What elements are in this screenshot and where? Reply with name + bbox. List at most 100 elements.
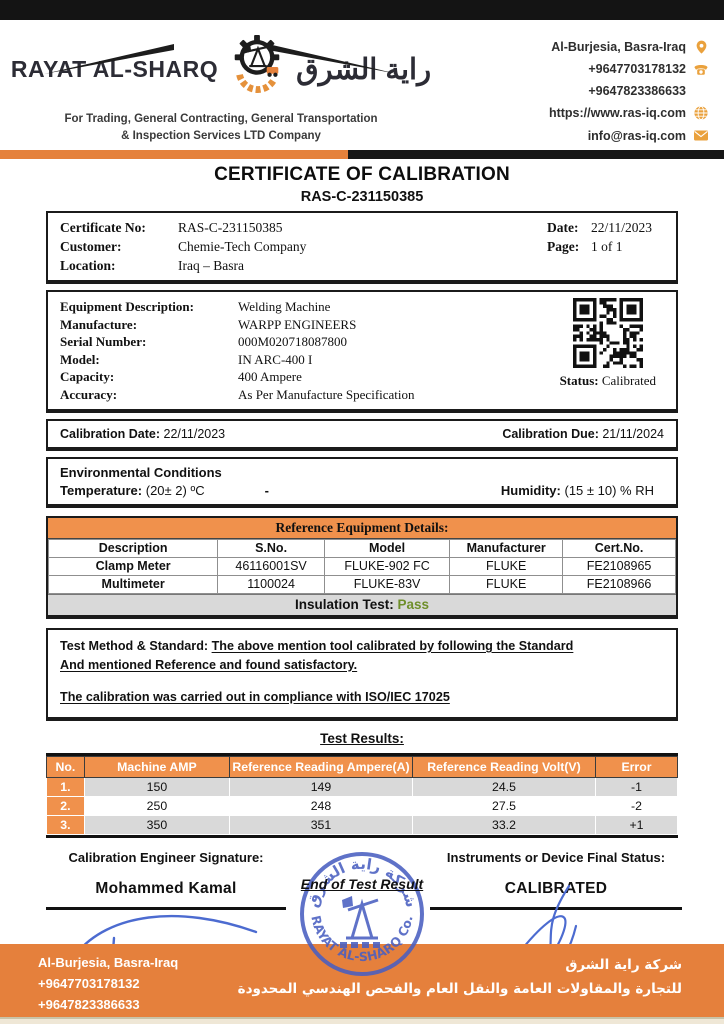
reference-table-header-row: Description S.No. Model Manufacturer Cer… <box>47 538 676 558</box>
contact-email[interactable]: info@ras-iq.com <box>587 128 686 143</box>
table-row: Clamp Meter 46116001SV FLUKE-902 FC FLUK… <box>47 556 676 576</box>
divider-orange-segment <box>0 150 348 159</box>
certificate-title: CERTIFICATE OF CALIBRATION <box>214 164 510 185</box>
ref-cell: Clamp Meter <box>47 556 219 576</box>
contact-website[interactable]: https://www.ras-iq.com <box>548 106 686 121</box>
humidity-value: (15 ± 10) % RH <box>564 482 655 498</box>
method-underlined-1: The above mention tool calibrated by fol… <box>211 638 574 653</box>
title-block: CERTIFICATE OF CALIBRATION RAS-C-2311503… <box>0 164 724 205</box>
equip-model-label: Model: <box>60 351 100 367</box>
test-method-box: Test Method & Standard: The above mentio… <box>46 627 678 721</box>
ref-cell: Multimeter <box>47 574 219 594</box>
ref-cell: FE2108966 <box>562 574 676 594</box>
footer-company-arabic: شركة راية الشرق للتجارة والمقاولات العام… <box>238 953 682 1024</box>
certificate-number: RAS-C-231150385 <box>300 189 424 205</box>
engineer-signature-block: Calibration Engineer Signature: Mohammed… <box>46 850 286 910</box>
table-row: 2. 250 248 27.5 -2 <box>46 795 679 816</box>
test-header-machine-amp: Machine AMP <box>83 755 230 778</box>
test-header-ref-volt: Reference Reading Volt(V) <box>411 755 596 778</box>
contact-address-row: Al-Burjesia, Basra-Iraq <box>551 38 710 56</box>
header: RAYAT AL-SHARQ <box>0 20 724 150</box>
contact-phone1-row: +9647703178132 <box>588 60 710 78</box>
equip-serial-label: Serial Number: <box>60 334 147 350</box>
empty-icon-slot <box>692 83 710 99</box>
ref-cell: FLUKE <box>449 574 564 594</box>
test-cell-no: 3. <box>46 814 85 835</box>
test-cell: 248 <box>228 795 413 816</box>
test-header-ref-ampere: Reference Reading Ampere(A) <box>228 755 413 778</box>
reference-equipment-table: Description S.No. Model Manufacturer Cer… <box>47 538 676 594</box>
test-cell: 24.5 <box>411 776 596 797</box>
final-status-value: CALIBRATED <box>504 879 608 897</box>
test-table-header-row: No. Machine AMP Reference Reading Ampere… <box>46 755 679 778</box>
equip-capacity-value: 400 Ampere <box>238 369 302 385</box>
test-cell: -1 <box>594 776 679 797</box>
contact-phone2: +9647823386633 <box>588 84 686 99</box>
end-of-test-note: End of Test Result <box>300 875 424 892</box>
equip-accuracy-label: Accuracy: <box>60 386 118 402</box>
method-underlined-3: The calibration was carried out in compl… <box>60 689 450 704</box>
test-header-no: No. <box>46 755 85 778</box>
ref-cell: 46116001SV <box>217 556 325 576</box>
contact-phone2-row: +9647823386633 <box>588 82 710 100</box>
company-logo: RAYAT AL-SHARQ <box>6 24 436 150</box>
ref-header-model: Model <box>323 538 451 558</box>
test-cell-no: 1. <box>46 776 85 797</box>
method-line-3: The calibration was carried out in compl… <box>60 688 664 707</box>
brand-tagline: For Trading, General Contracting, Genera… <box>6 111 436 146</box>
calibration-due-label: Calibration Due: <box>502 426 599 441</box>
test-cell: +1 <box>594 814 679 835</box>
test-cell: 250 <box>83 795 230 816</box>
test-cell: -2 <box>594 795 679 816</box>
contact-address: Al-Burjesia, Basra-Iraq <box>551 40 686 54</box>
certificate-info-left: Certificate No: RAS-C-231150385 Customer:… <box>60 218 306 275</box>
location-label: Location: <box>60 258 116 274</box>
date-value: 22/11/2023 <box>590 220 652 235</box>
reference-equipment-box: Reference Equipment Details: Description… <box>46 515 678 619</box>
environmental-conditions-box: Environmental Conditions Temperature: (2… <box>46 456 678 508</box>
envelope-icon <box>692 128 710 144</box>
footer-bottom-strip <box>0 1017 724 1024</box>
equip-accuracy-value: As Per Manufacture Specification <box>238 386 415 402</box>
header-divider-bar <box>0 150 724 159</box>
ref-cell: FLUKE-83V <box>323 574 451 594</box>
calibration-date-value: 22/11/2023 <box>163 426 226 441</box>
test-cell: 351 <box>228 814 413 835</box>
customer-label: Customer: <box>60 239 122 255</box>
test-header-error: Error <box>594 755 679 778</box>
method-line-1: Test Method & Standard: The above mentio… <box>60 637 664 656</box>
ref-header-sno: S.No. <box>217 538 325 558</box>
test-cell: 149 <box>228 776 413 797</box>
qr-code <box>572 298 643 369</box>
signature-section: Calibration Engineer Signature: Mohammed… <box>40 850 684 992</box>
method-line-2: And mentioned Reference and found satisf… <box>60 656 664 675</box>
footer: Al-Burjesia, Basra-Iraq +9647703178132 +… <box>0 944 724 1024</box>
ref-cell: 1100024 <box>217 574 325 594</box>
gear-pumpjack-icon <box>226 34 288 105</box>
contact-phone1: +9647703178132 <box>588 62 686 77</box>
phone-icon <box>692 61 710 77</box>
footer-contact: Al-Burjesia, Basra-Iraq +9647703178132 +… <box>38 953 178 1024</box>
equipment-status: Status: Calibrated <box>560 372 656 389</box>
ref-header-manufacturer: Manufacturer <box>449 538 564 558</box>
contact-email-row: info@ras-iq.com <box>588 127 710 145</box>
final-status-label: Instruments or Device Final Status: <box>446 849 666 865</box>
certificate-info-right: Date: 22/11/2023 Page: 1 of 1 <box>547 218 664 275</box>
test-results-heading: Test Results: <box>320 730 404 746</box>
equipment-box: Equipment Description: Welding Machine Ma… <box>46 290 678 413</box>
insulation-test-result: Pass <box>397 597 430 613</box>
footer-phone2: +9647823386633 <box>38 996 140 1012</box>
date-label: Date: <box>546 220 579 235</box>
equip-manufacture-value: WARPP ENGINEERS <box>238 316 357 332</box>
footer-phone1: +9647703178132 <box>38 975 140 991</box>
env-title: Environmental Conditions <box>60 464 222 480</box>
insulation-test-row: Insulation Test: Pass <box>48 593 676 615</box>
temperature-label: Temperature: <box>60 482 143 498</box>
page-value: 1 of 1 <box>590 239 623 255</box>
table-row: Multimeter 1100024 FLUKE-83V FLUKE FE210… <box>47 574 676 594</box>
contact-info: Al-Burjesia, Basra-Iraq +9647703178132 +… <box>549 24 710 150</box>
calibration-date-label: Calibration Date: <box>60 426 161 441</box>
calibration-date: Calibration Date: 22/11/2023 <box>60 427 225 441</box>
signature-line <box>430 906 682 910</box>
location-pin-icon <box>692 39 710 55</box>
